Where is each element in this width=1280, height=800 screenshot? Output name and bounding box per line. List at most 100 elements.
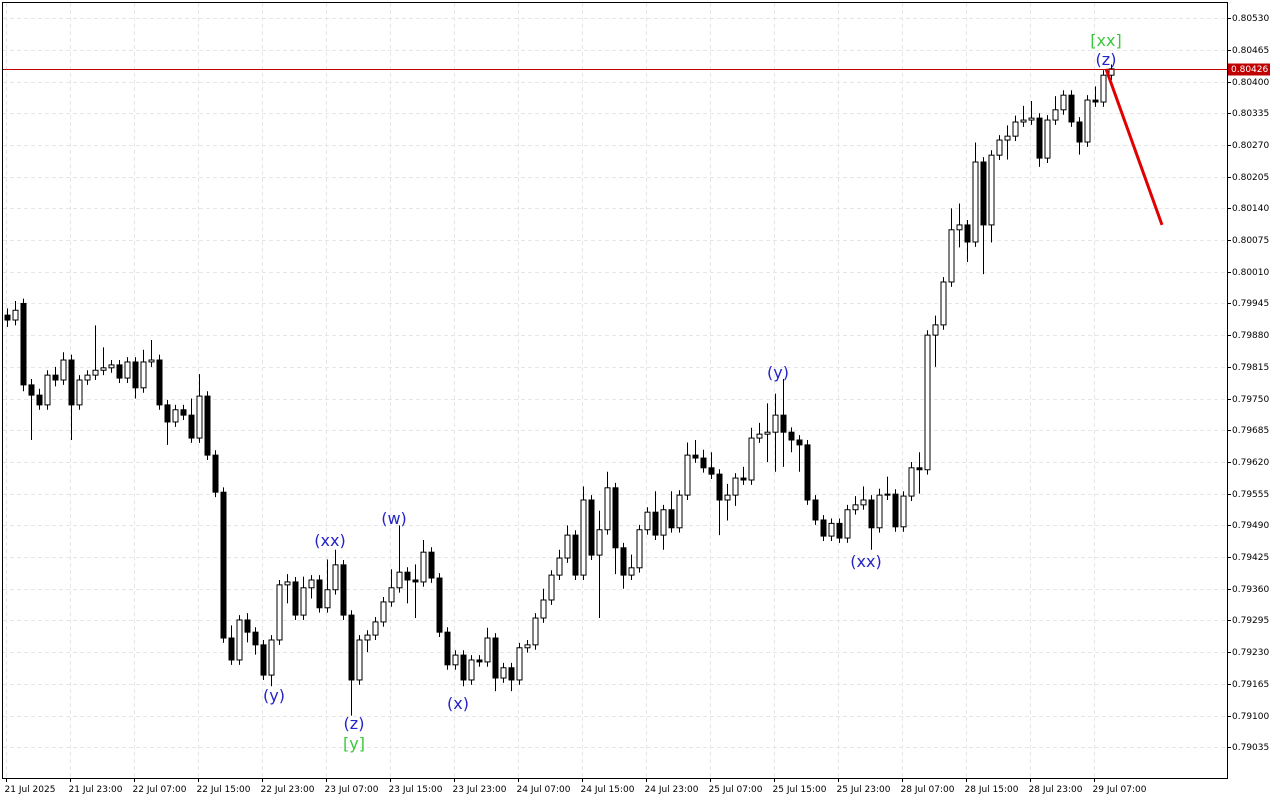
- candle-body: [68, 359, 75, 406]
- x-tick-label: 21 Jul 2025: [5, 785, 56, 795]
- candle-body: [316, 579, 323, 609]
- candle-body: [804, 444, 811, 501]
- wave-label: (z): [1096, 50, 1117, 69]
- candle-body: [1108, 68, 1115, 76]
- x-tick-label: 23 Jul 07:00: [325, 785, 379, 795]
- x-tick-label: 25 Jul 07:00: [709, 785, 763, 795]
- candle-body: [716, 473, 723, 501]
- candle-body: [500, 667, 507, 679]
- x-tick-label: 21 Jul 23:00: [69, 785, 123, 795]
- candle-body: [812, 499, 819, 521]
- candle-body: [780, 414, 787, 433]
- candle-body: [588, 499, 595, 556]
- candle-body: [748, 437, 755, 481]
- candle-body: [932, 324, 939, 336]
- wave-label: (y): [263, 686, 285, 705]
- candle-body: [628, 567, 635, 576]
- candle-body: [156, 359, 163, 406]
- candle-body: [460, 654, 467, 681]
- candle-body: [236, 619, 243, 661]
- candle-body: [1012, 121, 1019, 137]
- candle-body: [1036, 117, 1043, 159]
- y-tick-label: 0.80075: [1232, 236, 1269, 246]
- bid-label-box: [1228, 63, 1270, 76]
- wave-label: (y): [767, 363, 789, 382]
- candle-body: [124, 361, 131, 379]
- candle-body: [12, 309, 19, 321]
- x-tick-label: 25 Jul 15:00: [773, 785, 827, 795]
- candle-body: [820, 519, 827, 537]
- candle-body: [404, 571, 411, 581]
- y-tick-label: 0.79100: [1232, 712, 1269, 722]
- candle-body: [852, 504, 859, 511]
- x-tick-label: 25 Jul 23:00: [837, 785, 891, 795]
- candle-body: [548, 574, 555, 601]
- candle-body: [476, 659, 483, 663]
- candle-body: [188, 414, 195, 439]
- y-tick-label: 0.80400: [1232, 78, 1269, 88]
- bid-label: 0.80426: [1231, 65, 1268, 75]
- candle-body: [1028, 117, 1035, 121]
- x-tick-label: 24 Jul 07:00: [517, 785, 571, 795]
- candle-body: [452, 654, 459, 666]
- candle-body: [284, 581, 291, 586]
- candle-body: [660, 509, 667, 536]
- candle-body: [508, 667, 515, 681]
- candle-body: [708, 467, 715, 475]
- y-tick-label: 0.80530: [1232, 14, 1269, 24]
- candle-body: [484, 637, 491, 663]
- candle-body: [868, 499, 875, 529]
- candle-body: [332, 564, 339, 591]
- candle-body: [228, 637, 235, 661]
- candle-body: [244, 619, 251, 633]
- candle-body: [364, 634, 371, 641]
- wave-label: [xx]: [1090, 31, 1121, 50]
- candle-body: [492, 637, 499, 679]
- candle-body: [860, 499, 867, 506]
- candle-body: [892, 493, 899, 528]
- candle-body: [28, 384, 35, 396]
- candle-body: [1044, 119, 1051, 159]
- candle-body: [612, 487, 619, 549]
- candle-body: [132, 361, 139, 389]
- candle-body: [1084, 99, 1091, 143]
- candle-body: [596, 529, 603, 556]
- wave-label: (xx): [850, 552, 881, 571]
- candle-body: [92, 369, 99, 376]
- y-tick-label: 0.80335: [1232, 109, 1269, 119]
- candle-body: [396, 571, 403, 589]
- candle-body: [972, 161, 979, 243]
- candle-body: [108, 364, 115, 369]
- wave-label: (x): [447, 694, 469, 713]
- x-tick-label: 24 Jul 15:00: [581, 785, 635, 795]
- candle-body: [572, 534, 579, 576]
- candle-body: [636, 529, 643, 569]
- candle-body: [980, 161, 987, 226]
- candle-body: [308, 579, 315, 589]
- candle-body: [1020, 119, 1027, 123]
- candle-body: [732, 477, 739, 496]
- candle-body: [356, 639, 363, 681]
- y-tick-label: 0.79490: [1232, 521, 1269, 531]
- candle-body: [652, 511, 659, 536]
- candle-body: [604, 487, 611, 531]
- wave-label: (xx): [314, 531, 345, 550]
- candle-body: [164, 404, 171, 423]
- candle-body: [4, 314, 11, 321]
- candle-body: [676, 494, 683, 529]
- candle-body: [836, 522, 843, 539]
- wave-label: [y]: [343, 734, 365, 753]
- y-tick-label: 0.79685: [1232, 426, 1269, 436]
- candle-body: [388, 587, 395, 603]
- candle-body: [380, 601, 387, 623]
- candle-body: [620, 547, 627, 576]
- x-tick-label: 28 Jul 15:00: [965, 785, 1019, 795]
- candle-body: [844, 509, 851, 539]
- candle-body: [260, 644, 267, 676]
- x-tick-label: 22 Jul 07:00: [133, 785, 187, 795]
- candle-body: [540, 599, 547, 619]
- y-tick-label: 0.79945: [1232, 299, 1269, 309]
- candle-body: [172, 409, 179, 423]
- y-tick-label: 0.79815: [1232, 363, 1269, 373]
- y-tick-label: 0.80010: [1232, 268, 1269, 278]
